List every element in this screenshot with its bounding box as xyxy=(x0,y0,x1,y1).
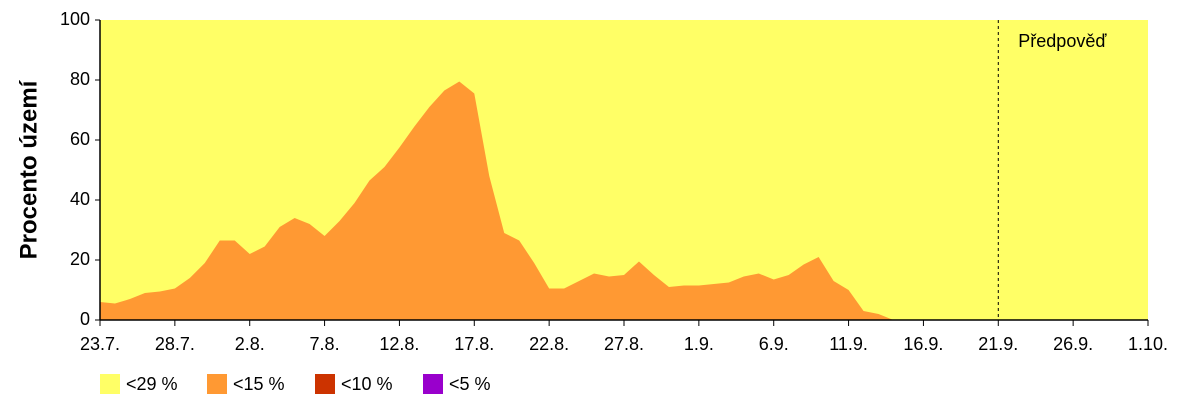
x-tick-label: 12.8. xyxy=(379,334,419,354)
legend-swatch xyxy=(423,374,443,394)
y-tick-label: 80 xyxy=(70,69,90,89)
x-tick-label: 1.9. xyxy=(684,334,714,354)
y-tick-label: 0 xyxy=(80,309,90,329)
legend-swatch xyxy=(315,374,335,394)
legend-swatch xyxy=(100,374,120,394)
legend-label: <5 % xyxy=(449,374,491,394)
legend-label: <15 % xyxy=(233,374,285,394)
y-tick-label: 40 xyxy=(70,189,90,209)
y-tick-label: 20 xyxy=(70,249,90,269)
x-tick-label: 23.7. xyxy=(80,334,120,354)
x-tick-label: 2.8. xyxy=(235,334,265,354)
x-tick-label: 28.7. xyxy=(155,334,195,354)
x-tick-label: 7.8. xyxy=(310,334,340,354)
legend-swatch xyxy=(207,374,227,394)
legend-label: <29 % xyxy=(126,374,178,394)
x-tick-label: 1.10. xyxy=(1128,334,1168,354)
x-tick-label: 22.8. xyxy=(529,334,569,354)
y-tick-label: 60 xyxy=(70,129,90,149)
x-tick-label: 6.9. xyxy=(759,334,789,354)
y-axis-label: Procento území xyxy=(15,79,42,259)
x-tick-label: 27.8. xyxy=(604,334,644,354)
x-tick-label: 16.9. xyxy=(903,334,943,354)
x-tick-label: 17.8. xyxy=(454,334,494,354)
area xyxy=(100,81,1148,320)
x-tick-label: 26.9. xyxy=(1053,334,1093,354)
y-tick-label: 100 xyxy=(60,9,90,29)
annotation: Předpověď xyxy=(1018,31,1107,51)
x-tick-label: 11.9. xyxy=(829,334,868,354)
x-tick-label: 21.9. xyxy=(978,334,1018,354)
legend-label: <10 % xyxy=(341,374,393,394)
